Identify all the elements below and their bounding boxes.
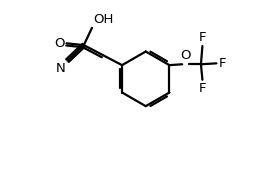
Text: F: F — [199, 31, 206, 44]
Text: F: F — [199, 82, 206, 95]
Text: OH: OH — [93, 13, 113, 26]
Text: N: N — [56, 62, 65, 75]
Text: F: F — [218, 57, 226, 70]
Text: O: O — [180, 49, 191, 62]
Text: O: O — [54, 37, 64, 50]
